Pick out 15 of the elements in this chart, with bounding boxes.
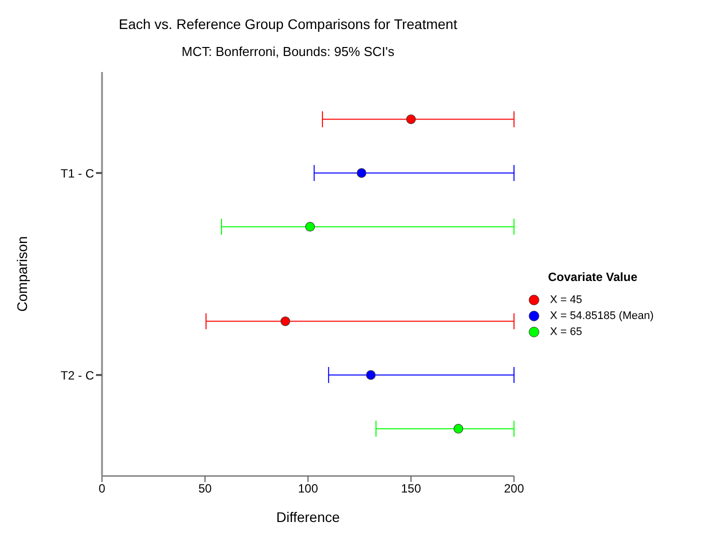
legend-label: X = 65: [550, 326, 582, 338]
y-axis-title: Comparison: [14, 236, 30, 312]
legend-label: X = 45: [550, 294, 582, 306]
x-tick-label: 150: [400, 482, 422, 496]
x-axis-title: Difference: [276, 509, 340, 525]
x-tick-label: 200: [504, 482, 524, 496]
y-tick-label: T1 - C: [60, 166, 94, 180]
y-tick-label: T2 - C: [60, 368, 94, 382]
x-tick-label: 50: [198, 482, 212, 496]
chart-subtitle: MCT: Bonferroni, Bounds: 95% SCI's: [180, 43, 396, 61]
legend-label: X = 54.85185 (Mean): [550, 310, 654, 322]
x-tick-label: 100: [298, 482, 318, 496]
legend-title: Covariate Value: [548, 270, 638, 284]
chart-title: Each vs. Reference Group Comparisons for Treatment: [118, 15, 458, 34]
x-tick-label: 0: [98, 482, 106, 496]
